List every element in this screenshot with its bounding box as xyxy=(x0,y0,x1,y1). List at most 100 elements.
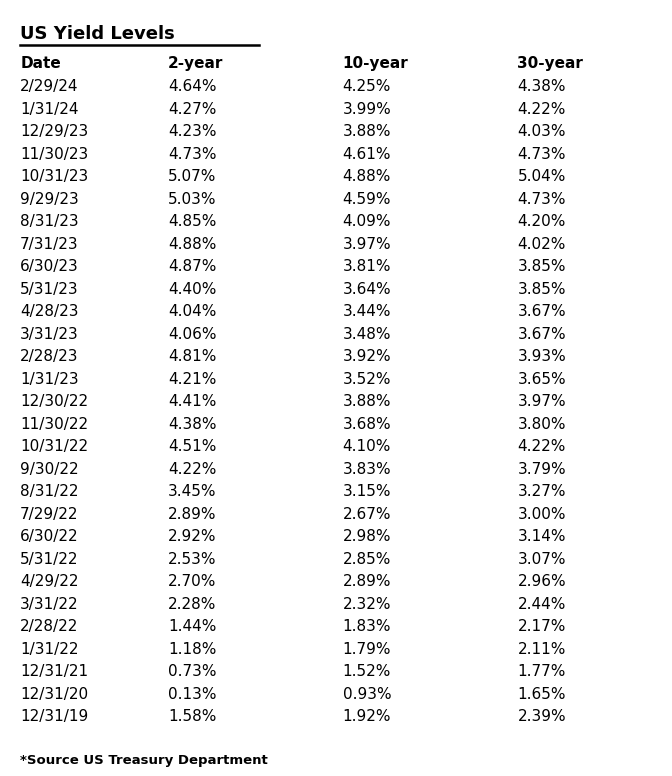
Text: 2/28/22: 2/28/22 xyxy=(20,619,79,634)
Text: 4.87%: 4.87% xyxy=(168,259,216,274)
Text: 3.07%: 3.07% xyxy=(517,552,566,566)
Text: 1.79%: 1.79% xyxy=(343,642,391,656)
Text: 7/29/22: 7/29/22 xyxy=(20,507,79,521)
Text: 4.51%: 4.51% xyxy=(168,439,216,454)
Text: 4.73%: 4.73% xyxy=(168,147,216,161)
Text: 4/29/22: 4/29/22 xyxy=(20,574,79,589)
Text: 3.83%: 3.83% xyxy=(343,462,391,476)
Text: *Source US Treasury Department: *Source US Treasury Department xyxy=(20,753,268,767)
Text: 1.83%: 1.83% xyxy=(343,619,391,634)
Text: 4.25%: 4.25% xyxy=(343,79,391,94)
Text: 2.85%: 2.85% xyxy=(343,552,391,566)
Text: 4.04%: 4.04% xyxy=(168,304,216,319)
Text: 1.92%: 1.92% xyxy=(343,709,391,724)
Text: 4.22%: 4.22% xyxy=(168,462,216,476)
Text: 4.02%: 4.02% xyxy=(517,237,566,251)
Text: 4.10%: 4.10% xyxy=(343,439,391,454)
Text: 8/31/22: 8/31/22 xyxy=(20,484,79,499)
Text: 3.65%: 3.65% xyxy=(517,372,566,386)
Text: 12/30/22: 12/30/22 xyxy=(20,394,88,409)
Text: 3.85%: 3.85% xyxy=(517,259,566,274)
Text: 2.92%: 2.92% xyxy=(168,529,216,544)
Text: 2.89%: 2.89% xyxy=(343,574,391,589)
Text: 3.88%: 3.88% xyxy=(343,394,391,409)
Text: 0.93%: 0.93% xyxy=(343,687,391,702)
Text: 2.44%: 2.44% xyxy=(517,597,566,611)
Text: 2/28/23: 2/28/23 xyxy=(20,349,79,364)
Text: 12/31/21: 12/31/21 xyxy=(20,664,88,679)
Text: 2.11%: 2.11% xyxy=(517,642,566,656)
Text: 3.99%: 3.99% xyxy=(343,102,392,116)
Text: 4.06%: 4.06% xyxy=(168,327,216,341)
Text: 10/31/23: 10/31/23 xyxy=(20,169,89,184)
Text: 4.85%: 4.85% xyxy=(168,214,216,229)
Text: 4.09%: 4.09% xyxy=(343,214,391,229)
Text: 3.45%: 3.45% xyxy=(168,484,216,499)
Text: 2/29/24: 2/29/24 xyxy=(20,79,79,94)
Text: 1/31/23: 1/31/23 xyxy=(20,372,79,386)
Text: 3.79%: 3.79% xyxy=(517,462,566,476)
Text: 1.65%: 1.65% xyxy=(517,687,566,702)
Text: 1.44%: 1.44% xyxy=(168,619,216,634)
Text: 2.32%: 2.32% xyxy=(343,597,391,611)
Text: 2.28%: 2.28% xyxy=(168,597,216,611)
Text: 9/30/22: 9/30/22 xyxy=(20,462,79,476)
Text: 3.44%: 3.44% xyxy=(343,304,391,319)
Text: 3.92%: 3.92% xyxy=(343,349,391,364)
Text: 1.18%: 1.18% xyxy=(168,642,216,656)
Text: 1.58%: 1.58% xyxy=(168,709,216,724)
Text: 3/31/23: 3/31/23 xyxy=(20,327,79,341)
Text: 4.81%: 4.81% xyxy=(168,349,216,364)
Text: 3.88%: 3.88% xyxy=(343,124,391,139)
Text: 4.41%: 4.41% xyxy=(168,394,216,409)
Text: 3.81%: 3.81% xyxy=(343,259,391,274)
Text: 3.97%: 3.97% xyxy=(517,394,566,409)
Text: 4.38%: 4.38% xyxy=(168,417,216,431)
Text: 3.67%: 3.67% xyxy=(517,327,566,341)
Text: 3.68%: 3.68% xyxy=(343,417,391,431)
Text: 4.73%: 4.73% xyxy=(517,147,566,161)
Text: 4.73%: 4.73% xyxy=(517,192,566,206)
Text: 3.64%: 3.64% xyxy=(343,282,391,296)
Text: 2.53%: 2.53% xyxy=(168,552,216,566)
Text: 12/31/19: 12/31/19 xyxy=(20,709,89,724)
Text: 3.27%: 3.27% xyxy=(517,484,566,499)
Text: 3.52%: 3.52% xyxy=(343,372,391,386)
Text: 2.70%: 2.70% xyxy=(168,574,216,589)
Text: 4.61%: 4.61% xyxy=(343,147,391,161)
Text: 4/28/23: 4/28/23 xyxy=(20,304,79,319)
Text: 5.07%: 5.07% xyxy=(168,169,216,184)
Text: 5.04%: 5.04% xyxy=(517,169,566,184)
Text: 3.48%: 3.48% xyxy=(343,327,391,341)
Text: 4.22%: 4.22% xyxy=(517,102,566,116)
Text: 4.64%: 4.64% xyxy=(168,79,216,94)
Text: 2.98%: 2.98% xyxy=(343,529,391,544)
Text: US Yield Levels: US Yield Levels xyxy=(20,25,175,43)
Text: 12/31/20: 12/31/20 xyxy=(20,687,88,702)
Text: 2.39%: 2.39% xyxy=(517,709,566,724)
Text: 2.17%: 2.17% xyxy=(517,619,566,634)
Text: 4.20%: 4.20% xyxy=(517,214,566,229)
Text: 3.00%: 3.00% xyxy=(517,507,566,521)
Text: 9/29/23: 9/29/23 xyxy=(20,192,79,206)
Text: 6/30/23: 6/30/23 xyxy=(20,259,79,274)
Text: 1/31/22: 1/31/22 xyxy=(20,642,79,656)
Text: 10/31/22: 10/31/22 xyxy=(20,439,88,454)
Text: 4.88%: 4.88% xyxy=(168,237,216,251)
Text: 4.27%: 4.27% xyxy=(168,102,216,116)
Text: 5/31/22: 5/31/22 xyxy=(20,552,79,566)
Text: 3.85%: 3.85% xyxy=(517,282,566,296)
Text: 4.22%: 4.22% xyxy=(517,439,566,454)
Text: 10-year: 10-year xyxy=(343,56,409,71)
Text: 1.52%: 1.52% xyxy=(343,664,391,679)
Text: 2.89%: 2.89% xyxy=(168,507,216,521)
Text: 3/31/22: 3/31/22 xyxy=(20,597,79,611)
Text: 2-year: 2-year xyxy=(168,56,223,71)
Text: 3.15%: 3.15% xyxy=(343,484,391,499)
Text: 11/30/23: 11/30/23 xyxy=(20,147,89,161)
Text: 4.03%: 4.03% xyxy=(517,124,566,139)
Text: 4.21%: 4.21% xyxy=(168,372,216,386)
Text: Date: Date xyxy=(20,56,61,71)
Text: 1.77%: 1.77% xyxy=(517,664,566,679)
Text: 3.80%: 3.80% xyxy=(517,417,566,431)
